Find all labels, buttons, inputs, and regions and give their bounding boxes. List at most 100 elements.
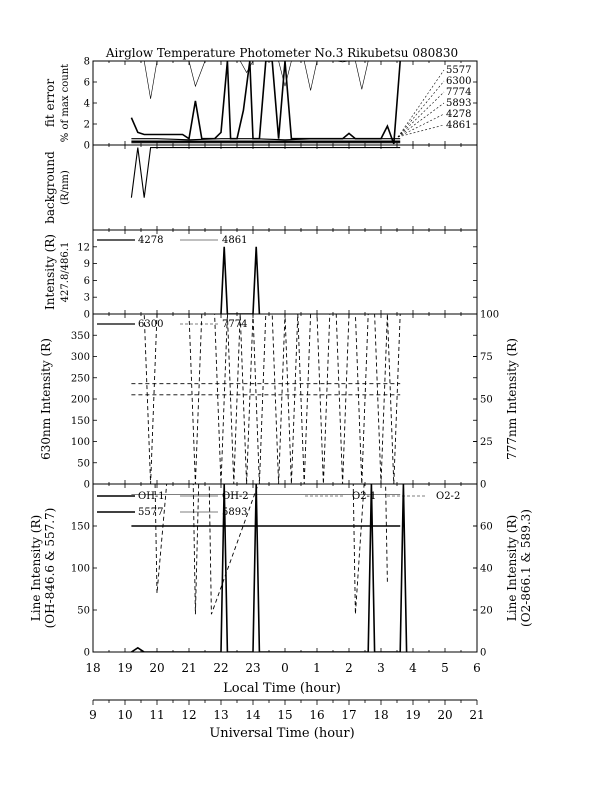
- legend-label-4861: 4861: [446, 120, 471, 131]
- legend-label-4278: 4278: [446, 109, 471, 120]
- x-local-tick-label: 6: [473, 661, 481, 675]
- x-local-tick-label: 3: [377, 661, 385, 675]
- y-tick-label-intensity-427-486: 6: [84, 276, 90, 287]
- y-label-right-oh-o2-sub: (O2-866.1 & 589.3): [519, 509, 533, 627]
- y-tick-label-oi-630-777: 150: [71, 416, 90, 427]
- y-tick-right-label-oi-630-777: 100: [480, 310, 499, 321]
- series-line-fit-error-5577: [131, 61, 401, 99]
- y-tick-right-label-oi-630-777: 50: [480, 395, 493, 406]
- series-line-oi-630-777-6300: [131, 314, 401, 484]
- legend-leader-6300: [397, 80, 445, 138]
- y-tick-label-oi-630-777: 200: [71, 395, 90, 406]
- x-ut-label: Universal Time (hour): [209, 726, 354, 741]
- legend-label-O2-1: O2-1: [352, 491, 376, 502]
- x-ut-tick-label: 9: [89, 708, 97, 722]
- x-local-label: Local Time (hour): [223, 681, 341, 696]
- y-label-intensity-427-486-sub: 427.8/486.1: [60, 242, 71, 303]
- y-label-right-oh-o2: Line Intensity (R): [505, 515, 519, 621]
- y-tick-right-label-oh-o2: 60: [480, 522, 493, 533]
- x-local-tick-label: 18: [85, 661, 100, 675]
- legend-label-5577: 5577: [446, 65, 471, 76]
- axes-group: [92, 60, 478, 705]
- x-ut-tick-label: 13: [213, 708, 228, 722]
- x-local-tick-label: 20: [149, 661, 164, 675]
- y-label-background-sub: (R/nm): [60, 170, 71, 205]
- y-tick-label-intensity-427-486: 9: [84, 259, 90, 270]
- y-tick-right-label-oi-630-777: 25: [480, 437, 493, 448]
- y-tick-right-label-oi-630-777: 0: [480, 480, 486, 491]
- legend-leader-7774: [397, 91, 445, 138]
- y-tick-label-fit-error: 4: [84, 99, 90, 110]
- y-tick-right-label-oh-o2: 40: [480, 564, 493, 575]
- x-ut-tick-label: 19: [405, 708, 420, 722]
- y-label-fit-error-sub: % of max count: [60, 64, 71, 142]
- y-label-left-oh-o2-sub: (OH-846.6 & 557.7): [43, 508, 57, 629]
- x-local-tick-label: 22: [213, 661, 228, 675]
- legend-leader-4278: [397, 113, 445, 138]
- series-line-fit-error-6300: [130, 61, 401, 145]
- x-local-tick-label: 2: [345, 661, 353, 675]
- x-local-tick-label: 23: [245, 661, 260, 675]
- x-ut-tick-label: 10: [117, 708, 132, 722]
- y-tick-label-oi-630-777: 300: [71, 352, 90, 363]
- y-tick-label-intensity-427-486: 12: [77, 242, 90, 253]
- y-tick-label-oi-630-777: 100: [71, 437, 90, 448]
- y-tick-label-fit-error: 6: [84, 78, 90, 89]
- x-ut-tick-label: 21: [469, 708, 484, 722]
- x-local-tick-label: 4: [409, 661, 417, 675]
- y-tick-label-oh-o2: 150: [71, 522, 90, 533]
- legend-label-OH-2: OH-2: [222, 491, 249, 502]
- series-line-fit-error-7774: [131, 138, 401, 141]
- y-label-fit-error: fit error: [43, 79, 57, 127]
- y-tick-right-label-oi-630-777: 75: [480, 352, 493, 363]
- x-ut-tick-label: 20: [437, 708, 452, 722]
- legend-label-5893: 5893: [222, 507, 247, 518]
- y-tick-label-fit-error: 2: [84, 120, 90, 131]
- x-local-tick-label: 0: [281, 661, 289, 675]
- series-line-intensity-427-486-4278: [220, 246, 261, 314]
- legend-leader-5577: [397, 69, 445, 138]
- legend-label-4278: 4278: [138, 235, 163, 246]
- series-line-oh-o2-5577: [130, 484, 408, 652]
- series-line-oh-o2-O2-1: [154, 484, 388, 615]
- x-ut-tick-label: 18: [373, 708, 388, 722]
- x-ut-tick-label: 12: [181, 708, 196, 722]
- y-tick-label-oh-o2: 100: [71, 564, 90, 575]
- x-local-tick-label: 21: [181, 661, 196, 675]
- chart-title: Airglow Temperature Photometer No.3 Riku…: [105, 46, 458, 60]
- y-tick-label-oi-630-777: 0: [84, 480, 90, 491]
- legend-label-O2-2: O2-2: [436, 491, 460, 502]
- y-tick-right-label-oh-o2: 20: [480, 606, 493, 617]
- x-ut-tick-label: 14: [245, 708, 261, 722]
- legend-label-4861: 4861: [222, 235, 247, 246]
- y-label-left-oi-630-777: 630nm Intensity (R): [39, 338, 53, 460]
- y-label-right-oi-630-777: 777nm Intensity (R): [505, 338, 519, 460]
- y-label-left-oh-o2: Line Intensity (R): [29, 515, 43, 621]
- legend-label-7774: 7774: [222, 319, 247, 330]
- legend-label-5577: 5577: [138, 507, 163, 518]
- legend-label-5893: 5893: [446, 98, 471, 109]
- x-local-tick-label: 5: [441, 661, 449, 675]
- y-tick-right-label-oh-o2: 0: [480, 648, 486, 659]
- panel-frame-fit-error: [92, 60, 478, 146]
- marks-group: [97, 61, 445, 652]
- y-tick-label-fit-error: 0: [84, 141, 90, 152]
- y-tick-label-oi-630-777: 50: [77, 458, 90, 469]
- y-tick-label-oi-630-777: 350: [71, 331, 90, 342]
- y-label-intensity-427-486: Intensity (R): [43, 234, 57, 310]
- y-tick-label-oi-630-777: 250: [71, 373, 90, 384]
- y-tick-label-oh-o2: 0: [84, 648, 90, 659]
- panel-frame-oi-630-777: [92, 313, 478, 485]
- x-local-tick-label: 19: [117, 661, 132, 675]
- legend-label-6300: 6300: [446, 76, 471, 87]
- legend-leader-5893: [397, 102, 445, 138]
- y-tick-label-intensity-427-486: 0: [84, 310, 90, 321]
- legend-label-OH-1: OH-1: [138, 491, 165, 502]
- panel-frame-background: [92, 144, 478, 231]
- x-ut-tick-label: 17: [341, 708, 356, 722]
- y-label-background: background: [43, 151, 57, 224]
- legend-label-7774: 7774: [446, 87, 471, 98]
